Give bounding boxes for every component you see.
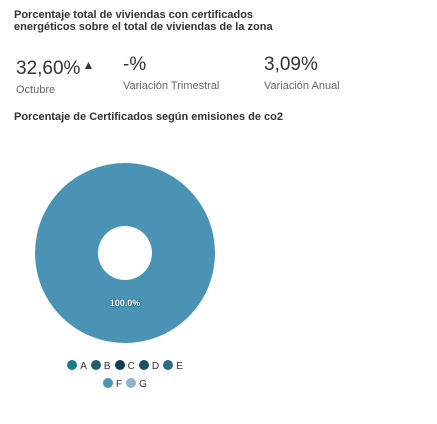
- donut-slice-labels: 100.0%: [109, 297, 141, 308]
- legend-item-G[interactable]: G: [126, 376, 147, 394]
- stat-quarterly-value: -%: [123, 54, 147, 75]
- legend-dot-icon: [103, 378, 114, 388]
- stat-annual-value: 3,09%: [264, 54, 318, 75]
- stat-annual: 3,09% Variación Anual: [264, 54, 340, 93]
- legend-label: C: [127, 361, 135, 372]
- legend-dot-icon: [114, 360, 125, 370]
- legend-dot-icon: [90, 360, 101, 370]
- stat-quarterly-label: Variación Trimestral: [123, 80, 220, 92]
- trend-up-arrow-icon: ▲: [82, 58, 95, 72]
- stat-monthly: 32,60% ▲ Octubre: [16, 54, 94, 97]
- legend-item-C[interactable]: C: [114, 358, 135, 376]
- stat-monthly-label: Octubre: [16, 84, 56, 96]
- stat-monthly-value: 32,60%: [16, 58, 81, 79]
- legend-dot-icon: [163, 360, 174, 370]
- stat-quarterly: -% Variación Trimestral: [123, 54, 219, 93]
- donut-slice-label-F: 100.0%: [110, 298, 141, 308]
- stat-monthly-value-row: 32,60% ▲: [16, 54, 94, 80]
- legend-item-F[interactable]: F: [103, 376, 122, 394]
- donut-slices: [35, 163, 215, 343]
- header-title: Porcentaje total de viviendas con certif…: [14, 9, 273, 33]
- legend-label: E: [176, 361, 183, 372]
- legend-dot-icon: [67, 360, 78, 370]
- legend-label: D: [151, 361, 160, 372]
- legend-item-A[interactable]: A: [67, 358, 87, 376]
- chart-title: Porcentaje de Certificados según emision…: [14, 111, 283, 123]
- legend-item-E[interactable]: E: [163, 358, 183, 376]
- stat-annual-label: Variación Anual: [264, 80, 340, 92]
- legend-dot-icon: [138, 360, 149, 370]
- legend-row: A B C D E: [0, 358, 250, 376]
- legend-label: B: [103, 361, 111, 372]
- legend-label: F: [116, 379, 123, 390]
- legend-dot-icon: [126, 378, 137, 388]
- legend-label: G: [139, 379, 147, 390]
- legend-label: A: [80, 361, 87, 372]
- legend-item-B[interactable]: B: [90, 358, 111, 376]
- legend-item-D[interactable]: D: [138, 358, 160, 376]
- donut-slice-F[interactable]: [35, 163, 215, 343]
